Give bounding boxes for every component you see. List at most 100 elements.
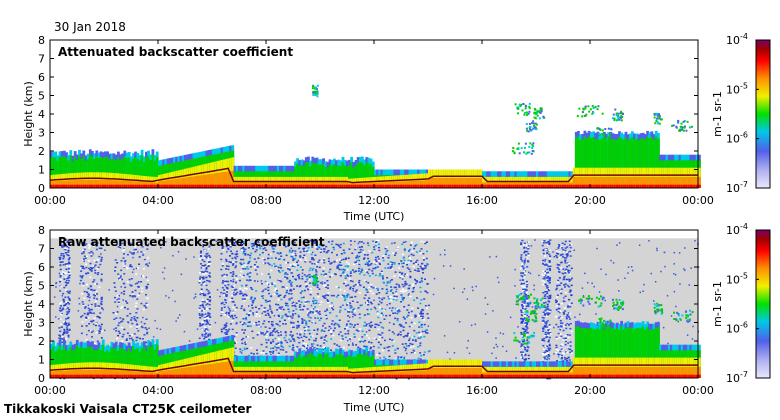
noise-mark (235, 293, 238, 295)
backscatter-cell (177, 178, 181, 188)
noise-mark (96, 258, 99, 261)
noise-mark (541, 352, 544, 355)
noise-mark (220, 291, 223, 294)
backscatter-cell (363, 184, 366, 188)
backscatter-cell (168, 184, 172, 188)
noise-mark (203, 293, 206, 296)
noise-mark (555, 287, 558, 290)
noise-mark (421, 262, 423, 265)
backscatter-cell (50, 184, 53, 188)
noise-mark (564, 337, 567, 339)
noise-mark (83, 246, 86, 248)
backscatter-cell (408, 181, 412, 188)
elevated-cloud-mark (581, 111, 584, 114)
elevated-cloud-mark (591, 105, 594, 107)
noise-mark (521, 322, 524, 324)
noise-mark (140, 302, 143, 305)
noise-mark (67, 302, 69, 304)
noise-mark (94, 342, 96, 345)
noise-mark (119, 276, 122, 279)
noise-mark (206, 270, 209, 273)
noise-mark (346, 304, 349, 306)
noise-mark (208, 313, 211, 315)
backscatter-cell (205, 174, 209, 188)
backscatter-cell (637, 184, 641, 188)
noise-mark (545, 333, 548, 336)
backscatter-cell (69, 155, 73, 188)
noise-mark (135, 339, 138, 342)
noise-mark (543, 274, 546, 276)
noise-mark (63, 242, 66, 244)
backscatter-cell (171, 184, 174, 188)
backscatter-cell (71, 180, 75, 188)
noise-mark (526, 250, 529, 253)
noise-mark (544, 294, 547, 296)
noise-mark (225, 265, 228, 267)
elevated-cloud-mark (513, 151, 516, 154)
noise-mark (99, 327, 102, 330)
noise-mark (521, 336, 524, 338)
noise-mark (293, 340, 296, 342)
noise-mark (133, 377, 136, 380)
noise-mark (354, 248, 357, 251)
noise-mark (394, 352, 397, 354)
noise-mark (225, 332, 228, 334)
backscatter-cell (276, 184, 280, 188)
noise-mark (133, 333, 136, 335)
noise-mark (556, 294, 559, 296)
noise-mark (545, 355, 548, 357)
noise-mark (570, 352, 573, 355)
noise-mark (396, 310, 399, 312)
noise-mark (225, 239, 228, 241)
noise-mark (404, 284, 407, 286)
noise-mark (239, 262, 242, 264)
noise-mark (414, 340, 417, 342)
noise-mark (305, 283, 308, 285)
noise-mark (326, 280, 329, 282)
noise-mark (137, 267, 139, 269)
noise-mark (327, 257, 330, 260)
backscatter-cell (477, 178, 481, 188)
elevated-cloud-mark (585, 113, 588, 116)
noise-mark (401, 298, 404, 300)
noise-mark (353, 308, 356, 310)
noise-mark (419, 291, 422, 293)
backscatter-cell (138, 184, 142, 188)
noise-mark (569, 345, 572, 347)
noise-mark (306, 311, 309, 313)
noise-mark (133, 316, 136, 318)
noise-mark (526, 299, 529, 302)
noise-mark (568, 334, 571, 336)
noise-mark (269, 293, 272, 296)
noise-mark (264, 311, 267, 313)
noise-mark (225, 268, 228, 270)
elevated-cloud-mark (529, 125, 532, 128)
noise-mark (94, 283, 97, 285)
noise-mark (312, 347, 315, 350)
noise-mark (526, 257, 529, 259)
noise-mark (85, 266, 88, 269)
noise-mark (368, 286, 371, 289)
backscatter-cell (451, 178, 455, 188)
noise-mark (236, 253, 239, 255)
noise-mark (81, 321, 84, 323)
noise-mark (199, 293, 202, 296)
noise-mark (207, 265, 210, 267)
elevated-cloud-mark (533, 107, 536, 110)
noise-mark (562, 249, 565, 251)
noise-mark (83, 297, 86, 300)
backscatter-cell (585, 184, 589, 188)
noise-mark (135, 249, 138, 251)
elevated-cloud-mark (681, 126, 684, 129)
noise-mark (381, 272, 384, 274)
noise-mark (135, 267, 138, 270)
noise-mark (557, 309, 560, 311)
noise-mark (562, 256, 564, 258)
noise-mark (122, 250, 125, 252)
noise-mark (560, 348, 563, 350)
backscatter-cell (52, 184, 55, 188)
noise-mark (344, 277, 347, 279)
noise-mark (565, 257, 568, 259)
noise-mark (253, 322, 256, 325)
noise-mark (558, 270, 561, 273)
